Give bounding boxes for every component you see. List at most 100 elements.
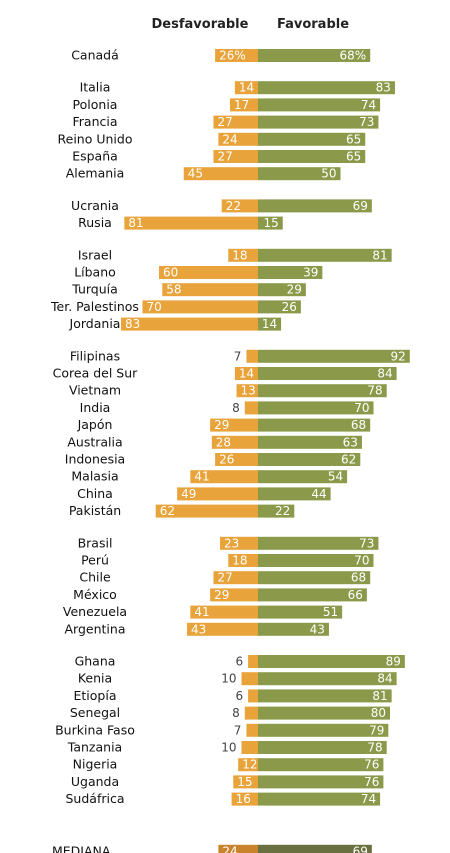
value-label-favorable: 76	[364, 758, 379, 772]
bar-unfavorable	[162, 283, 258, 297]
value-label-unfavorable: 8	[232, 401, 240, 415]
bar-unfavorable	[213, 571, 258, 585]
bar-unfavorable	[121, 317, 258, 331]
bar-unfavorable	[215, 49, 258, 62]
category-label: Burkina Faso	[55, 722, 135, 737]
value-label-unfavorable: 14	[239, 81, 254, 95]
value-label-unfavorable: 29	[214, 588, 229, 602]
bar-favorable	[258, 487, 331, 501]
value-label-favorable: 66	[348, 588, 363, 602]
value-label-favorable: 51	[323, 605, 338, 619]
category-label: Malasia	[71, 469, 118, 484]
category-label: Brasil	[78, 535, 113, 550]
bar-unfavorable	[221, 199, 258, 213]
value-label-favorable: 81	[372, 689, 387, 703]
bar-favorable	[258, 300, 301, 314]
bar-favorable	[258, 115, 379, 129]
bar-favorable	[258, 248, 392, 262]
bar-favorable	[258, 470, 348, 484]
value-label-favorable: 78	[367, 741, 382, 755]
value-label-favorable: 22	[275, 504, 290, 518]
category-label: India	[80, 400, 111, 415]
value-label-unfavorable: 27	[217, 115, 232, 129]
value-label-unfavorable: 18	[232, 554, 247, 568]
bar-favorable	[258, 150, 366, 163]
bar-favorable	[258, 418, 371, 432]
bar-favorable	[258, 588, 367, 602]
bar-unfavorable	[210, 418, 258, 432]
bar-favorable	[258, 655, 405, 668]
category-label: Corea del Sur	[53, 366, 138, 381]
bar-unfavorable	[241, 741, 258, 754]
bar-favorable	[258, 283, 306, 297]
category-label: Indonesia	[65, 452, 125, 467]
bar-rows: Canadá 26% 68% Italia 14 83 Polonia 17 74 Francia…	[50, 48, 410, 853]
bar-unfavorable	[234, 81, 258, 95]
value-label-unfavorable: 45	[188, 167, 203, 181]
category-label: Kenia	[78, 671, 112, 686]
bar-unfavorable	[213, 115, 258, 129]
bar-favorable	[258, 605, 343, 619]
value-label-unfavorable: 41	[194, 470, 209, 484]
bar-unfavorable	[233, 775, 258, 789]
bar-unfavorable	[234, 367, 258, 380]
bar-unfavorable	[238, 758, 258, 772]
value-label-favorable: 76	[364, 775, 379, 789]
bar-unfavorable	[177, 487, 258, 501]
bar-favorable	[258, 199, 372, 213]
value-label-favorable: 79	[369, 723, 384, 737]
value-label-unfavorable: 18	[232, 248, 247, 262]
value-label-unfavorable: 60	[163, 266, 178, 280]
bar-unfavorable	[246, 723, 258, 737]
value-label-favorable: 39	[303, 266, 318, 280]
bar-unfavorable	[142, 300, 258, 314]
category-label: Polonia	[73, 97, 118, 112]
bar-unfavorable	[246, 349, 258, 363]
bar-unfavorable	[210, 588, 258, 602]
category-label: Jordania	[69, 316, 121, 331]
value-label-unfavorable: 49	[181, 487, 196, 501]
category-label: Tanzania	[67, 740, 122, 755]
bar-favorable	[258, 317, 282, 331]
value-label-favorable: 68	[351, 571, 366, 585]
bar-favorable	[258, 384, 387, 398]
bar-unfavorable	[220, 536, 258, 550]
value-label-unfavorable: 27	[217, 571, 232, 585]
bar-unfavorable	[244, 401, 258, 415]
value-label-unfavorable: 58	[166, 283, 181, 297]
category-label: Italia	[80, 80, 111, 95]
value-label-favorable: 74	[361, 792, 376, 806]
category-label: Ucrania	[71, 198, 119, 213]
category-label: Turquía	[71, 282, 118, 297]
category-label: Senegal	[70, 705, 120, 720]
value-label-favorable: 84	[377, 367, 392, 381]
category-label: España	[72, 149, 118, 164]
value-label-unfavorable: 7	[234, 723, 242, 737]
category-label: Líbano	[74, 265, 116, 280]
category-label: Perú	[81, 553, 109, 568]
value-label-favorable: 14	[262, 317, 277, 331]
bar-unfavorable	[231, 792, 258, 806]
value-label-unfavorable: 15	[237, 775, 252, 789]
value-label-unfavorable: 17	[234, 98, 249, 112]
value-label-favorable: 74	[361, 98, 376, 112]
bar-unfavorable	[218, 132, 258, 146]
value-label-favorable: 89	[386, 655, 401, 669]
bar-unfavorable	[241, 672, 258, 686]
bar-unfavorable	[244, 706, 258, 720]
value-label-favorable: 73	[359, 115, 374, 129]
value-label-unfavorable: 10	[221, 741, 236, 755]
bar-favorable	[258, 266, 323, 279]
bar-favorable	[258, 536, 379, 550]
value-label-unfavorable: 41	[194, 605, 209, 619]
bar-unfavorable	[229, 98, 258, 112]
bar-unfavorable	[236, 384, 258, 398]
value-label-favorable: 69	[353, 844, 368, 853]
category-label: Francia	[72, 114, 117, 129]
value-label-favorable: 80	[371, 706, 386, 720]
bar-favorable	[258, 132, 366, 146]
bar-favorable	[258, 216, 283, 230]
bar-unfavorable	[187, 622, 258, 636]
category-label: Etiopía	[74, 688, 117, 703]
value-label-unfavorable: 23	[224, 536, 239, 550]
